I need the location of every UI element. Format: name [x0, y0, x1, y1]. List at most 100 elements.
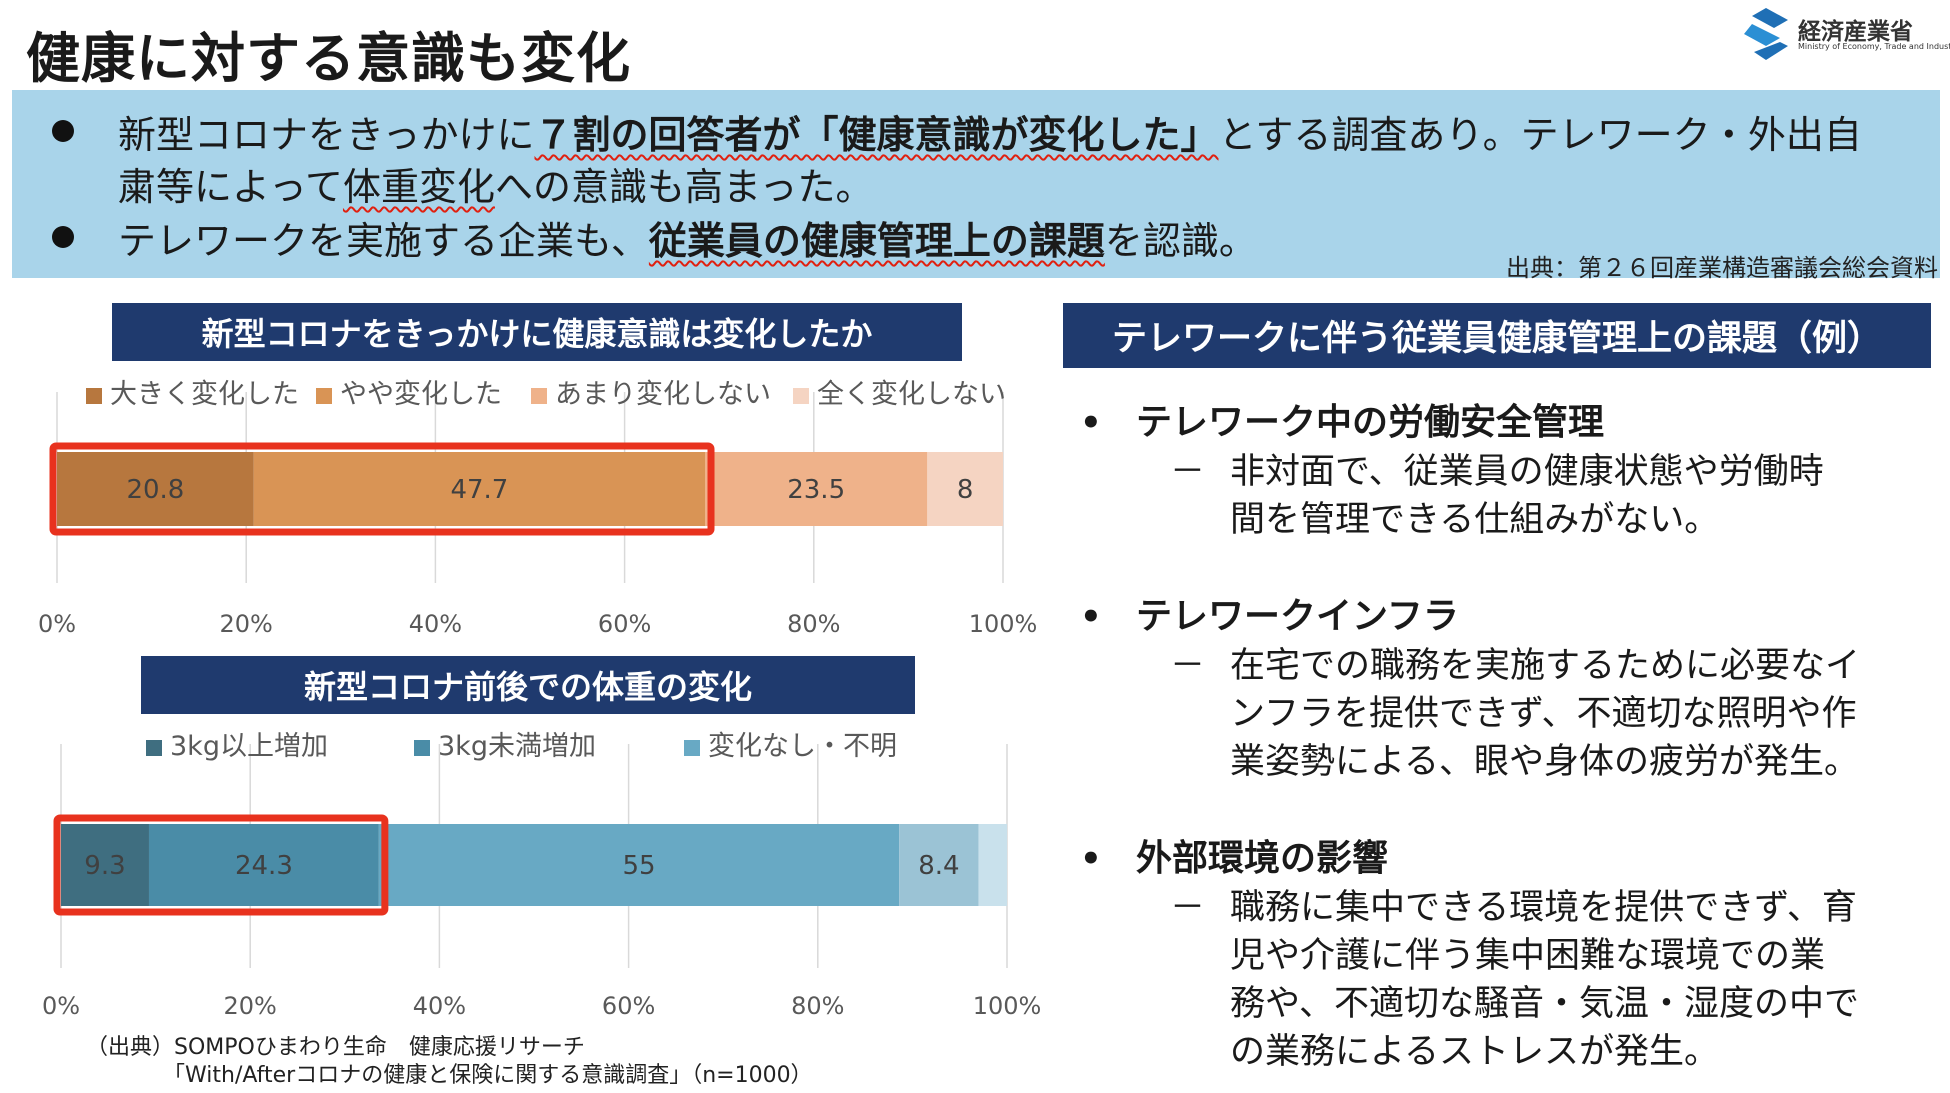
data-label: 20.8	[126, 475, 184, 505]
x-tick-label: 0%	[42, 992, 80, 1020]
bar-segment	[978, 824, 1007, 906]
legend-label: 全く変化しない	[817, 379, 1006, 410]
issue-body: － 非対面で、従業員の健康状態や労働時 間を管理できる仕組みがない。	[1080, 448, 1940, 544]
legend-swatch	[684, 740, 700, 756]
issue-text: 職務に集中できる環境を提供できず、育	[1230, 888, 1857, 928]
issue-text: 在宅での職務を実施するために必要なイ	[1230, 646, 1861, 686]
x-tick-label: 100%	[969, 610, 1038, 638]
issue-line: ンフラを提供できず、不適切な照明や作	[1230, 690, 1940, 738]
issue-text: 業姿勢による、眼や身体の疲労が発生。	[1230, 742, 1859, 782]
issue-line: 職務に集中できる環境を提供できず、育	[1230, 884, 1940, 932]
x-tick-label: 100%	[973, 992, 1042, 1020]
bar-segment	[253, 452, 706, 526]
chart1-title: 新型コロナをきっかけに健康意識は変化したか	[112, 303, 962, 361]
bullet-icon	[52, 226, 74, 248]
issue-line: 務や、不適切な騒音・気温・湿度の中で	[1230, 980, 1940, 1028]
issue-heading: テレワーク中の労働安全管理	[1080, 400, 1940, 446]
summary-text: 粛等によって	[118, 165, 343, 209]
summary-text: を認識。	[1104, 219, 1257, 263]
x-tick-label: 20%	[224, 992, 277, 1020]
footnote: （出典）SOMPOひまわり生命 健康応援リサーチ 「With/Afterコロナの…	[86, 1034, 813, 1090]
legend-swatch	[531, 388, 547, 404]
issue-line: 在宅での職務を実施するために必要なイ	[1230, 642, 1940, 690]
chart-health-awareness: 0% 20% 40% 60% 80% 100% 大きく変化した やや変化した あまり変化しない 全…	[38, 379, 1038, 638]
bar-segment	[148, 824, 379, 906]
logo-name: 経済産業省	[1798, 19, 1913, 45]
issue-heading: 外部環境の影響	[1080, 836, 1940, 882]
summary-text: への意識も高まった。	[494, 165, 874, 209]
data-label: 9.3	[84, 851, 125, 881]
x-tick-label: 0%	[38, 610, 76, 638]
chart2-title: 新型コロナ前後での体重の変化	[141, 656, 915, 714]
dash-icon: －	[1170, 452, 1206, 492]
ministry-logo: 経済産業省 Ministry of Economy, Trade and Ind…	[1740, 6, 1950, 66]
bar-segment	[57, 452, 254, 526]
highlight-box	[49, 442, 715, 536]
bar-segment	[927, 452, 1003, 526]
x-tick-label: 80%	[787, 610, 840, 638]
legend-label: やや変化した	[340, 379, 502, 410]
legend-swatch	[146, 740, 162, 756]
issue-point-1: テレワーク中の労働安全管理 － 非対面で、従業員の健康状態や労働時 間を管理でき…	[1080, 400, 1940, 544]
legend-label: 3kg以上増加	[170, 731, 328, 762]
issue-line: 非対面で、従業員の健康状態や労働時	[1230, 448, 1940, 496]
data-label: 47.7	[450, 475, 508, 505]
bar-segment	[899, 824, 979, 906]
highlight-box	[53, 814, 389, 916]
legend-label: あまり変化しない	[555, 379, 771, 410]
summary-source: 出典：第２６回産業構造審議会総会資料	[1506, 254, 1938, 282]
summary-text: 新型コロナをきっかけに	[118, 113, 535, 157]
issue-text: 間を管理できる仕組みがない。	[1230, 500, 1720, 540]
x-tick-label: 40%	[409, 610, 462, 638]
summary-emphasis: ７割の回答者が「健康意識が変化した」	[534, 113, 1219, 157]
issue-text: 児や介護に伴う集中困難な環境での業	[1230, 936, 1826, 976]
issue-heading: テレワークインフラ	[1080, 594, 1940, 640]
summary-text: テレワークを実施する企業も、	[118, 219, 649, 263]
data-label: 24.3	[235, 851, 293, 881]
x-tick-label: 20%	[220, 610, 273, 638]
summary-line-3: テレワークを実施する企業も、従業員の健康管理上の課題を認識。	[118, 210, 1257, 265]
x-tick-label: 80%	[791, 992, 844, 1020]
x-tick-label: 60%	[602, 992, 655, 1020]
x-tick-label: 60%	[598, 610, 651, 638]
page-title: 健康に対する意識も変化	[26, 27, 631, 90]
bar-segment	[61, 824, 149, 906]
issue-text: ンフラを提供できず、不適切な照明や作	[1230, 694, 1857, 734]
issue-text: 務や、不適切な騒音・気温・湿度の中で	[1230, 984, 1859, 1024]
issue-text: の業務によるストレスが発生。	[1230, 1032, 1719, 1072]
legend-swatch	[414, 740, 430, 756]
legend-label: 3kg未満増加	[438, 731, 596, 762]
legend-label: 変化なし・不明	[708, 731, 897, 762]
logo-subtitle: Ministry of Economy, Trade and Industry	[1798, 42, 1950, 51]
chart-weight-change: 0% 20% 40% 60% 80% 100% 3kg以上増加 3kg未満増加 変化なし・不明 9…	[42, 731, 1042, 1020]
data-label: 23.5	[787, 475, 845, 505]
footnote-line: （出典）SOMPOひまわり生命 健康応援リサーチ	[86, 1035, 585, 1060]
footnote-line: 「With/Afterコロナの健康と保険に関する意識調査」（n=1000）	[86, 1063, 813, 1088]
issue-text: 非対面で、従業員の健康状態や労働時	[1230, 452, 1824, 492]
issue-point-3: 外部環境の影響 － 職務に集中できる環境を提供できず、育 児や介護に伴う集中困難…	[1080, 836, 1940, 1076]
issue-body: － 在宅での職務を実施するために必要なイ ンフラを提供できず、不適切な照明や作 …	[1080, 642, 1940, 786]
summary-emphasis: 体重変化	[342, 165, 495, 209]
bar-segment	[378, 824, 900, 906]
issue-line: 間を管理できる仕組みがない。	[1230, 496, 1940, 544]
bullet-icon	[52, 120, 74, 142]
legend-swatch	[316, 388, 332, 404]
issue-line: 児や介護に伴う集中困難な環境での業	[1230, 932, 1940, 980]
right-panel-title: テレワークに伴う従業員健康管理上の課題（例）	[1063, 303, 1931, 368]
summary-line-2: 粛等によって体重変化への意識も高まった。	[118, 156, 873, 211]
summary-emphasis: 従業員の健康管理上の課題	[648, 219, 1105, 263]
issue-line: の業務によるストレスが発生。	[1230, 1028, 1940, 1076]
issue-point-2: テレワークインフラ － 在宅での職務を実施するために必要なイ ンフラを提供できず…	[1080, 594, 1940, 786]
summary-text: とする調査あり。テレワーク・外出自	[1218, 113, 1862, 157]
issue-body: － 職務に集中できる環境を提供できず、育 児や介護に伴う集中困難な環境での業 務…	[1080, 884, 1940, 1076]
legend-label: 大きく変化した	[110, 379, 299, 410]
legend-swatch	[86, 388, 102, 404]
dash-icon: －	[1170, 646, 1206, 686]
dash-icon: －	[1170, 888, 1206, 928]
summary-line-1: 新型コロナをきっかけに７割の回答者が「健康意識が変化した」とする調査あり。テレワ…	[118, 104, 1862, 159]
data-label: 8.4	[918, 851, 959, 881]
summary-box: 新型コロナをきっかけに７割の回答者が「健康意識が変化した」とする調査あり。テレワ…	[12, 90, 1940, 278]
x-tick-label: 40%	[413, 992, 466, 1020]
data-label: 55	[622, 851, 655, 881]
meti-logo-icon	[1744, 8, 1788, 60]
